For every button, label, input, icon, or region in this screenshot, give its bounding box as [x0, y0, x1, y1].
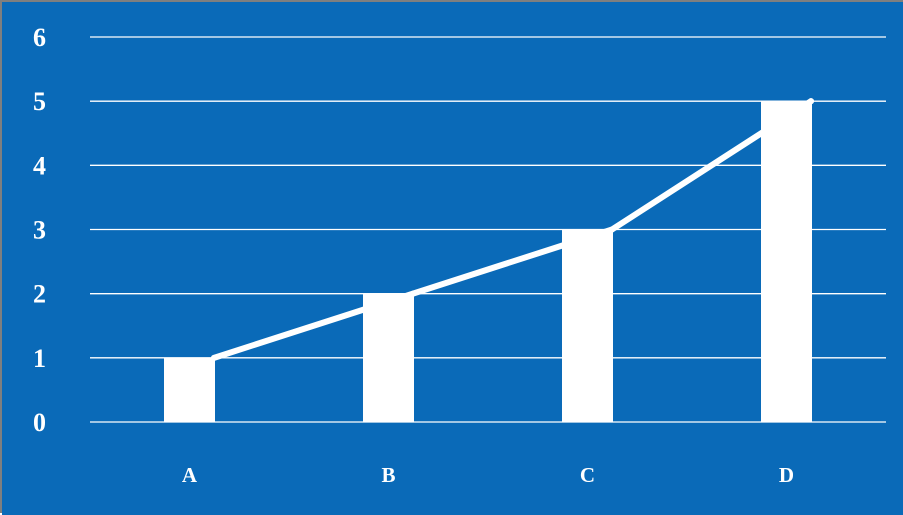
y-tick-label: 5 [33, 87, 46, 116]
bars [164, 101, 812, 423]
x-tick-label: B [381, 463, 395, 487]
bar-B [363, 293, 414, 422]
x-axis-ticks: A B C D [182, 463, 794, 487]
y-tick-label: 0 [33, 408, 46, 437]
y-tick-label: 6 [33, 23, 46, 52]
trend-line [211, 98, 814, 361]
line-point-C [609, 226, 615, 233]
x-tick-label: A [182, 463, 198, 487]
y-axis-ticks: 0 1 2 3 4 5 6 [33, 23, 46, 437]
y-tick-label: 1 [33, 344, 46, 373]
line-point-A [211, 354, 217, 361]
bar-A [164, 357, 215, 422]
y-tick-label: 4 [33, 151, 46, 180]
x-tick-label: C [580, 463, 595, 487]
line-point-D [808, 98, 814, 105]
y-tick-label: 3 [33, 216, 46, 245]
trend-line-path [211, 98, 814, 361]
line-point-B [410, 290, 416, 297]
bar-C [562, 229, 613, 422]
x-tick-label: D [779, 463, 794, 487]
bar-D [761, 101, 812, 423]
y-tick-label: 2 [33, 280, 46, 309]
